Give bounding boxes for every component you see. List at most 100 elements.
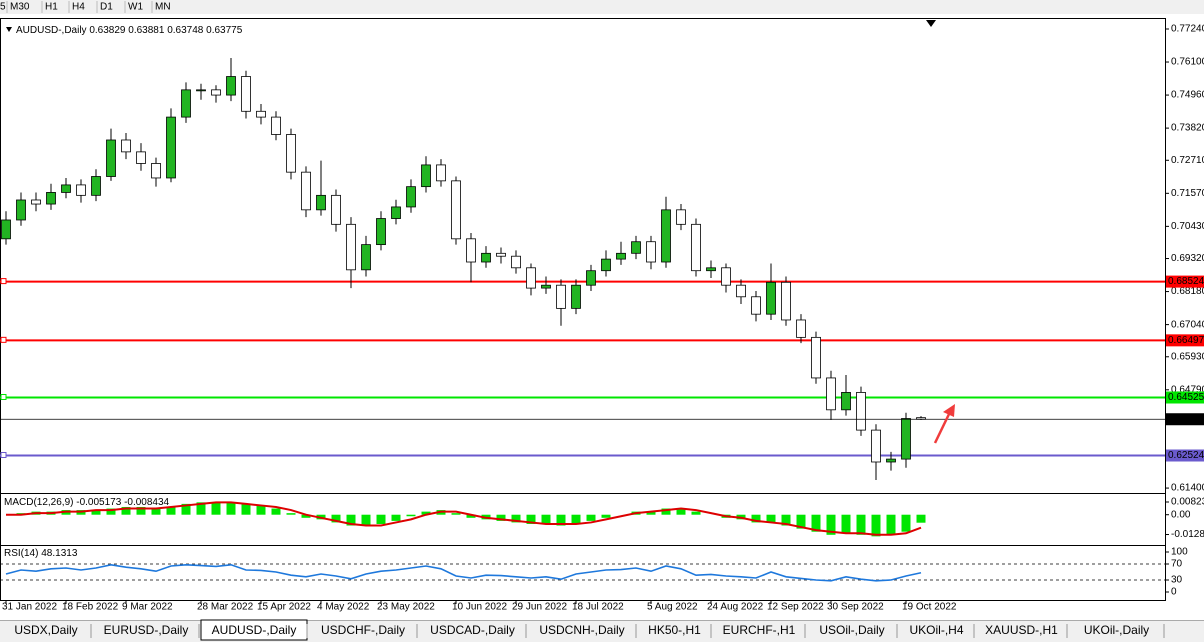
level-label: 0.66497 [1168,335,1204,346]
macd-bar [691,511,701,515]
macd-bar [751,514,761,523]
tab[interactable]: USDCHF-,Daily [309,622,418,640]
candle-body [121,139,131,153]
tab[interactable]: EURUSD-,Daily [93,622,200,640]
y-tick-label: 0.00823 [1171,497,1204,508]
candle-body [271,116,281,135]
timeframe-button[interactable]: W1 [128,2,143,13]
tab[interactable]: UKOil-,H4 [899,622,975,640]
tab-label[interactable]: USDCHF-,Daily [321,623,405,637]
macd-bar [571,514,581,524]
tab[interactable]: XAUUSD-,H1 [976,622,1068,640]
rsi-value: 48.1313 [41,548,78,559]
macd-bar [901,514,911,532]
macd-bar [466,514,476,518]
candle-body [76,184,86,196]
y-tick-label: 30 [1171,575,1183,586]
current-price-label: 0.63775 [1168,414,1204,425]
candle-body [16,199,26,221]
tab-label[interactable]: USDCAD-,Daily [430,623,515,637]
tab-label[interactable]: EURUSD-,Daily [104,623,189,637]
macd-bar [541,514,551,524]
timeframe-button[interactable]: MN [155,2,171,13]
y-tick-label: 0.67040 [1171,319,1204,330]
timeframe-button[interactable]: H1 [45,2,58,13]
candle-body [331,194,341,225]
macd-bar [166,506,176,515]
candle-body [31,199,41,205]
macd-bar [226,502,236,515]
candle-body [721,267,731,286]
timeframe-button[interactable]: D1 [100,2,113,13]
y-tick-label: 70 [1171,559,1183,570]
tab-background [976,622,1067,640]
macd-bar [406,514,416,517]
tab-label[interactable]: USDX,Daily [14,623,77,637]
candle-body [871,429,881,463]
candle-body [901,418,911,460]
macd-bar [421,511,431,515]
x-tick-label: 10 Jun 2022 [452,602,507,613]
tab[interactable]: USDCNH-,Daily [528,622,637,640]
candle-body [676,209,686,225]
candle-body [556,284,566,309]
tab-label[interactable]: USOil-,Daily [819,623,884,637]
current-price-box [1166,413,1204,426]
macd-bar [256,505,266,515]
tab-background [93,622,199,640]
tab-background [1069,622,1164,640]
candle-body [886,458,896,463]
candle-body [826,377,836,411]
macd-bar [841,514,851,534]
tab[interactable]: USOil-,Daily [807,622,898,640]
macd-bar [511,514,521,523]
y-tick-label: 0.74960 [1171,90,1204,101]
tab-label[interactable]: XAUUSD-,H1 [985,623,1058,637]
candle-body [241,76,251,112]
candle-body [811,336,821,379]
tab-label[interactable]: UKOil-,H4 [909,623,963,637]
level-label-box [1166,449,1204,462]
tab-label[interactable]: UKOil-,Daily [1084,623,1149,637]
tab[interactable]: AUDUSD-,Daily [200,619,308,641]
timeframe-button[interactable]: H4 [72,2,85,13]
tab-label[interactable]: HK50-,H1 [648,623,701,637]
macd-bar [826,514,836,535]
macd-bar [346,514,356,526]
tab[interactable]: HK50-,H1 [638,622,712,640]
x-tick-label: 23 May 2022 [377,602,435,613]
y-tick-label: 100 [1171,547,1188,558]
tab[interactable]: EURCHF-,H1 [713,622,806,640]
timeframe-button[interactable]: M30 [10,2,30,13]
candle-body [766,281,776,315]
candle-body [781,281,791,321]
header-value: 0.63829 [89,25,126,36]
y-tick-label: 0.73820 [1171,123,1204,134]
y-tick-label: 0.71570 [1171,188,1204,199]
candle-body [421,164,431,188]
candle-body [61,184,71,193]
tab[interactable]: USDX,Daily [1,622,92,640]
signal-value: -0.008434 [124,497,169,508]
y-tick-label: 0.64790 [1171,384,1204,395]
rsi-header: RSI(14) 48.1313 [4,548,78,559]
rsi-line [5,563,922,582]
x-tick-label: 19 Oct 2022 [902,602,957,613]
tab-label[interactable]: USDCNH-,Daily [539,623,624,637]
tab-label[interactable]: AUDUSD-,Daily [212,623,297,637]
tab-background [899,622,974,640]
candle-body [706,267,716,272]
level-anchor [0,451,7,458]
macd-bar [301,514,311,518]
candle-body [106,139,116,177]
candle-body [661,209,671,263]
tab[interactable]: USDCAD-,Daily [419,622,527,640]
tab-label[interactable]: EURCHF-,H1 [723,623,796,637]
macd-bar [391,514,401,521]
tab-background [807,622,897,640]
candle-body [346,223,356,271]
tab[interactable]: UKOil-,Daily [1069,622,1165,640]
x-tick-label: 12 Sep 2022 [767,602,824,613]
macd-bar [181,503,191,515]
timeframe-button[interactable]: 5 [0,2,6,13]
